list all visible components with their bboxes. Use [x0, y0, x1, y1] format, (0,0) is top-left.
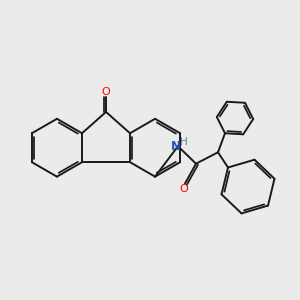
Text: N: N: [171, 140, 181, 153]
Text: O: O: [101, 87, 110, 97]
Text: H: H: [180, 137, 188, 147]
Text: O: O: [179, 184, 188, 194]
